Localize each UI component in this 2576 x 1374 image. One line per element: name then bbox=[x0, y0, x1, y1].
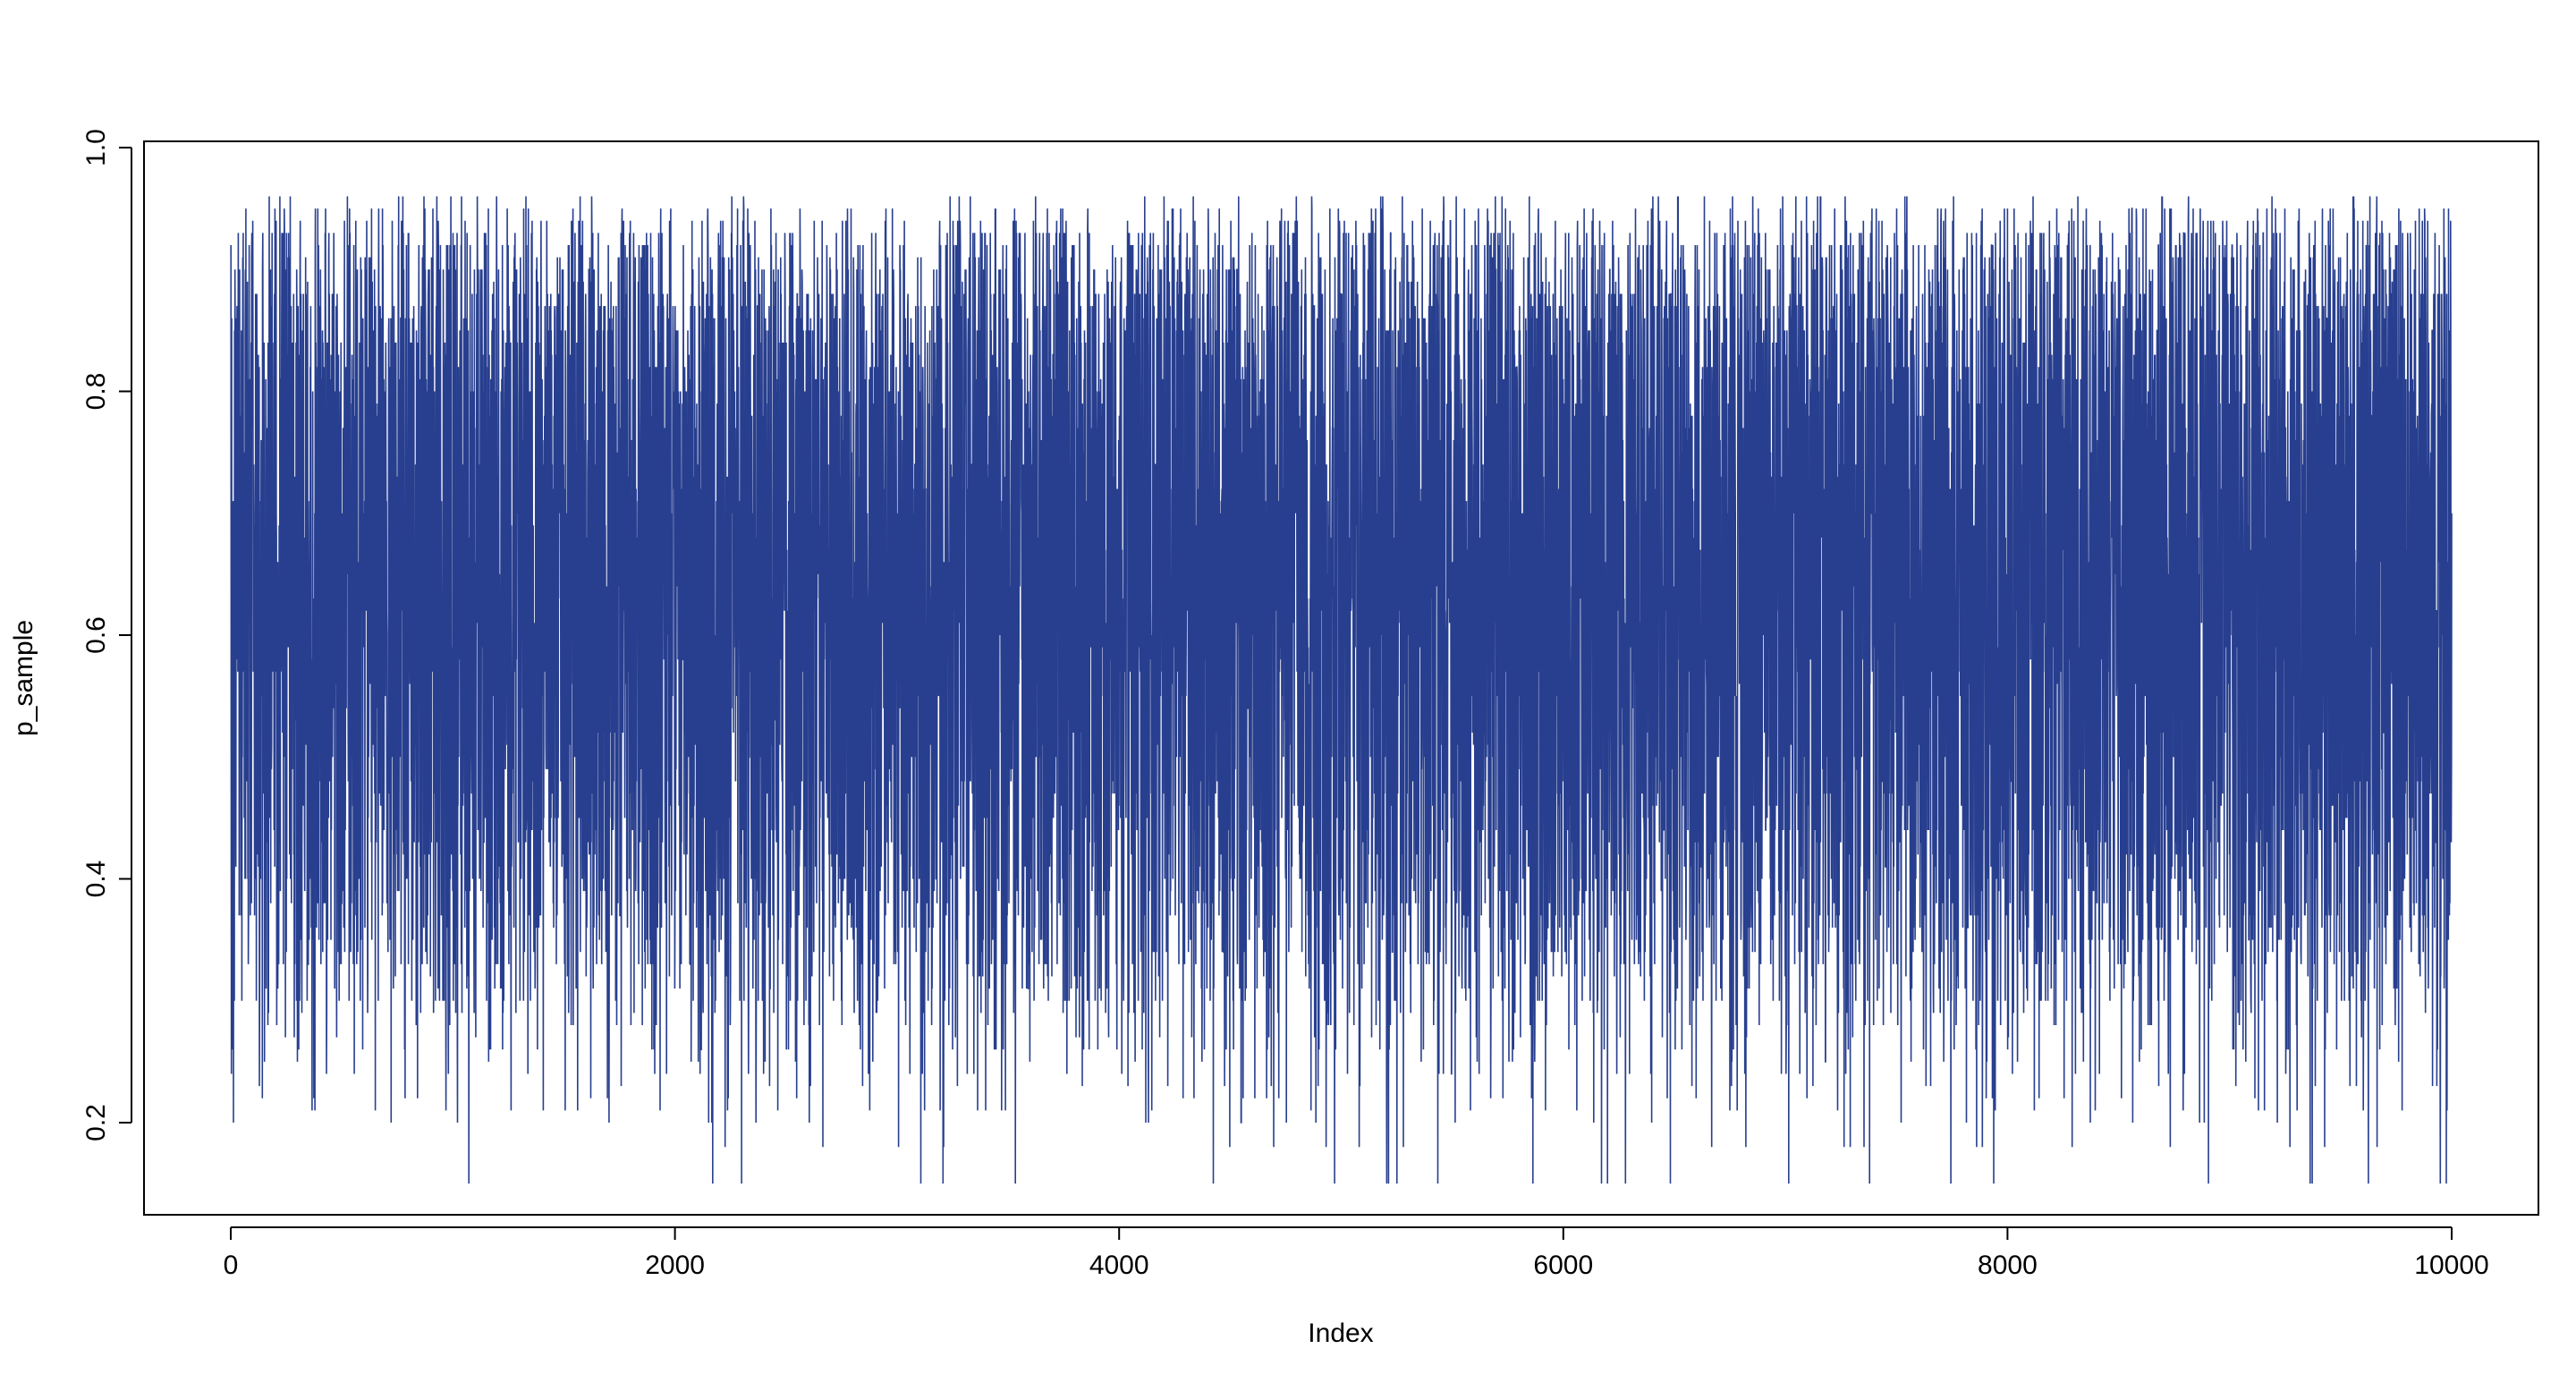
x-tick-label: 6000 bbox=[1533, 1251, 1593, 1280]
x-tick-label: 0 bbox=[224, 1251, 239, 1280]
y-tick-label: 0.6 bbox=[81, 616, 111, 654]
x-tick-label: 8000 bbox=[1978, 1251, 2038, 1280]
y-tick-label: 0.2 bbox=[81, 1104, 111, 1141]
series-line bbox=[230, 196, 2453, 1184]
y-tick-label: 0.4 bbox=[81, 861, 111, 898]
y-axis: 0.2 0.4 0.6 0.8 1.0 bbox=[81, 129, 132, 1141]
x-axis: 0 2000 4000 6000 8000 10000 bbox=[224, 1226, 2489, 1280]
series-layer bbox=[230, 196, 2453, 1184]
y-tick-label: 0.8 bbox=[81, 373, 111, 411]
plot-frame bbox=[143, 140, 2539, 1216]
x-axis-title: Index bbox=[1308, 1319, 1373, 1348]
y-tick-label: 1.0 bbox=[81, 129, 111, 166]
x-tick-label: 10000 bbox=[2414, 1251, 2488, 1280]
x-tick-label: 2000 bbox=[645, 1251, 705, 1280]
y-axis-title: p_sample bbox=[9, 620, 38, 736]
x-tick-label: 4000 bbox=[1089, 1251, 1149, 1280]
